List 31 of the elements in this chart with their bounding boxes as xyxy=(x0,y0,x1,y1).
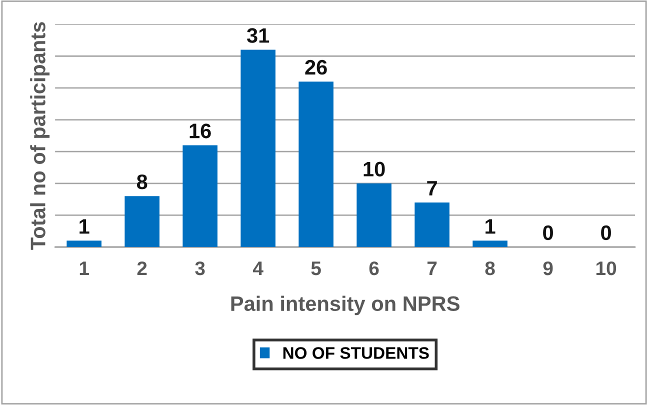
x-tick-label: 1 xyxy=(80,262,89,276)
x-tick-label: 9 xyxy=(543,261,553,276)
data-label: 1 xyxy=(80,219,90,234)
data-label: 7 xyxy=(427,181,437,196)
bar xyxy=(472,240,508,248)
bar xyxy=(298,82,334,248)
data-label: 16 xyxy=(190,124,211,138)
x-tick-label: 4 xyxy=(252,262,264,276)
x-tick-label: 2 xyxy=(137,261,147,276)
bar xyxy=(124,196,160,248)
bar xyxy=(182,145,218,248)
data-label: 26 xyxy=(305,60,327,75)
x-tick-label: 3 xyxy=(195,261,205,276)
data-label: 1 xyxy=(486,219,496,234)
bar xyxy=(356,183,392,248)
legend-label: NO OF STUDENTS xyxy=(283,347,429,359)
bar xyxy=(66,240,102,248)
x-tick-label: 7 xyxy=(427,262,437,276)
data-label: 10 xyxy=(364,162,385,177)
x-tick-label: 6 xyxy=(369,261,379,276)
bar xyxy=(240,50,276,248)
x-tick-label: 5 xyxy=(311,262,321,276)
bar xyxy=(414,202,450,248)
x-tick-label: 8 xyxy=(485,261,495,276)
x-axis-title: Pain intensity on NPRS xyxy=(231,296,460,316)
data-label: 31 xyxy=(246,28,270,43)
data-label: 0 xyxy=(601,225,611,240)
y-axis-title: Total no of participants xyxy=(30,22,50,250)
data-label: 8 xyxy=(136,174,148,190)
x-tick-label: 10 xyxy=(596,261,616,276)
data-label: 0 xyxy=(543,225,553,240)
